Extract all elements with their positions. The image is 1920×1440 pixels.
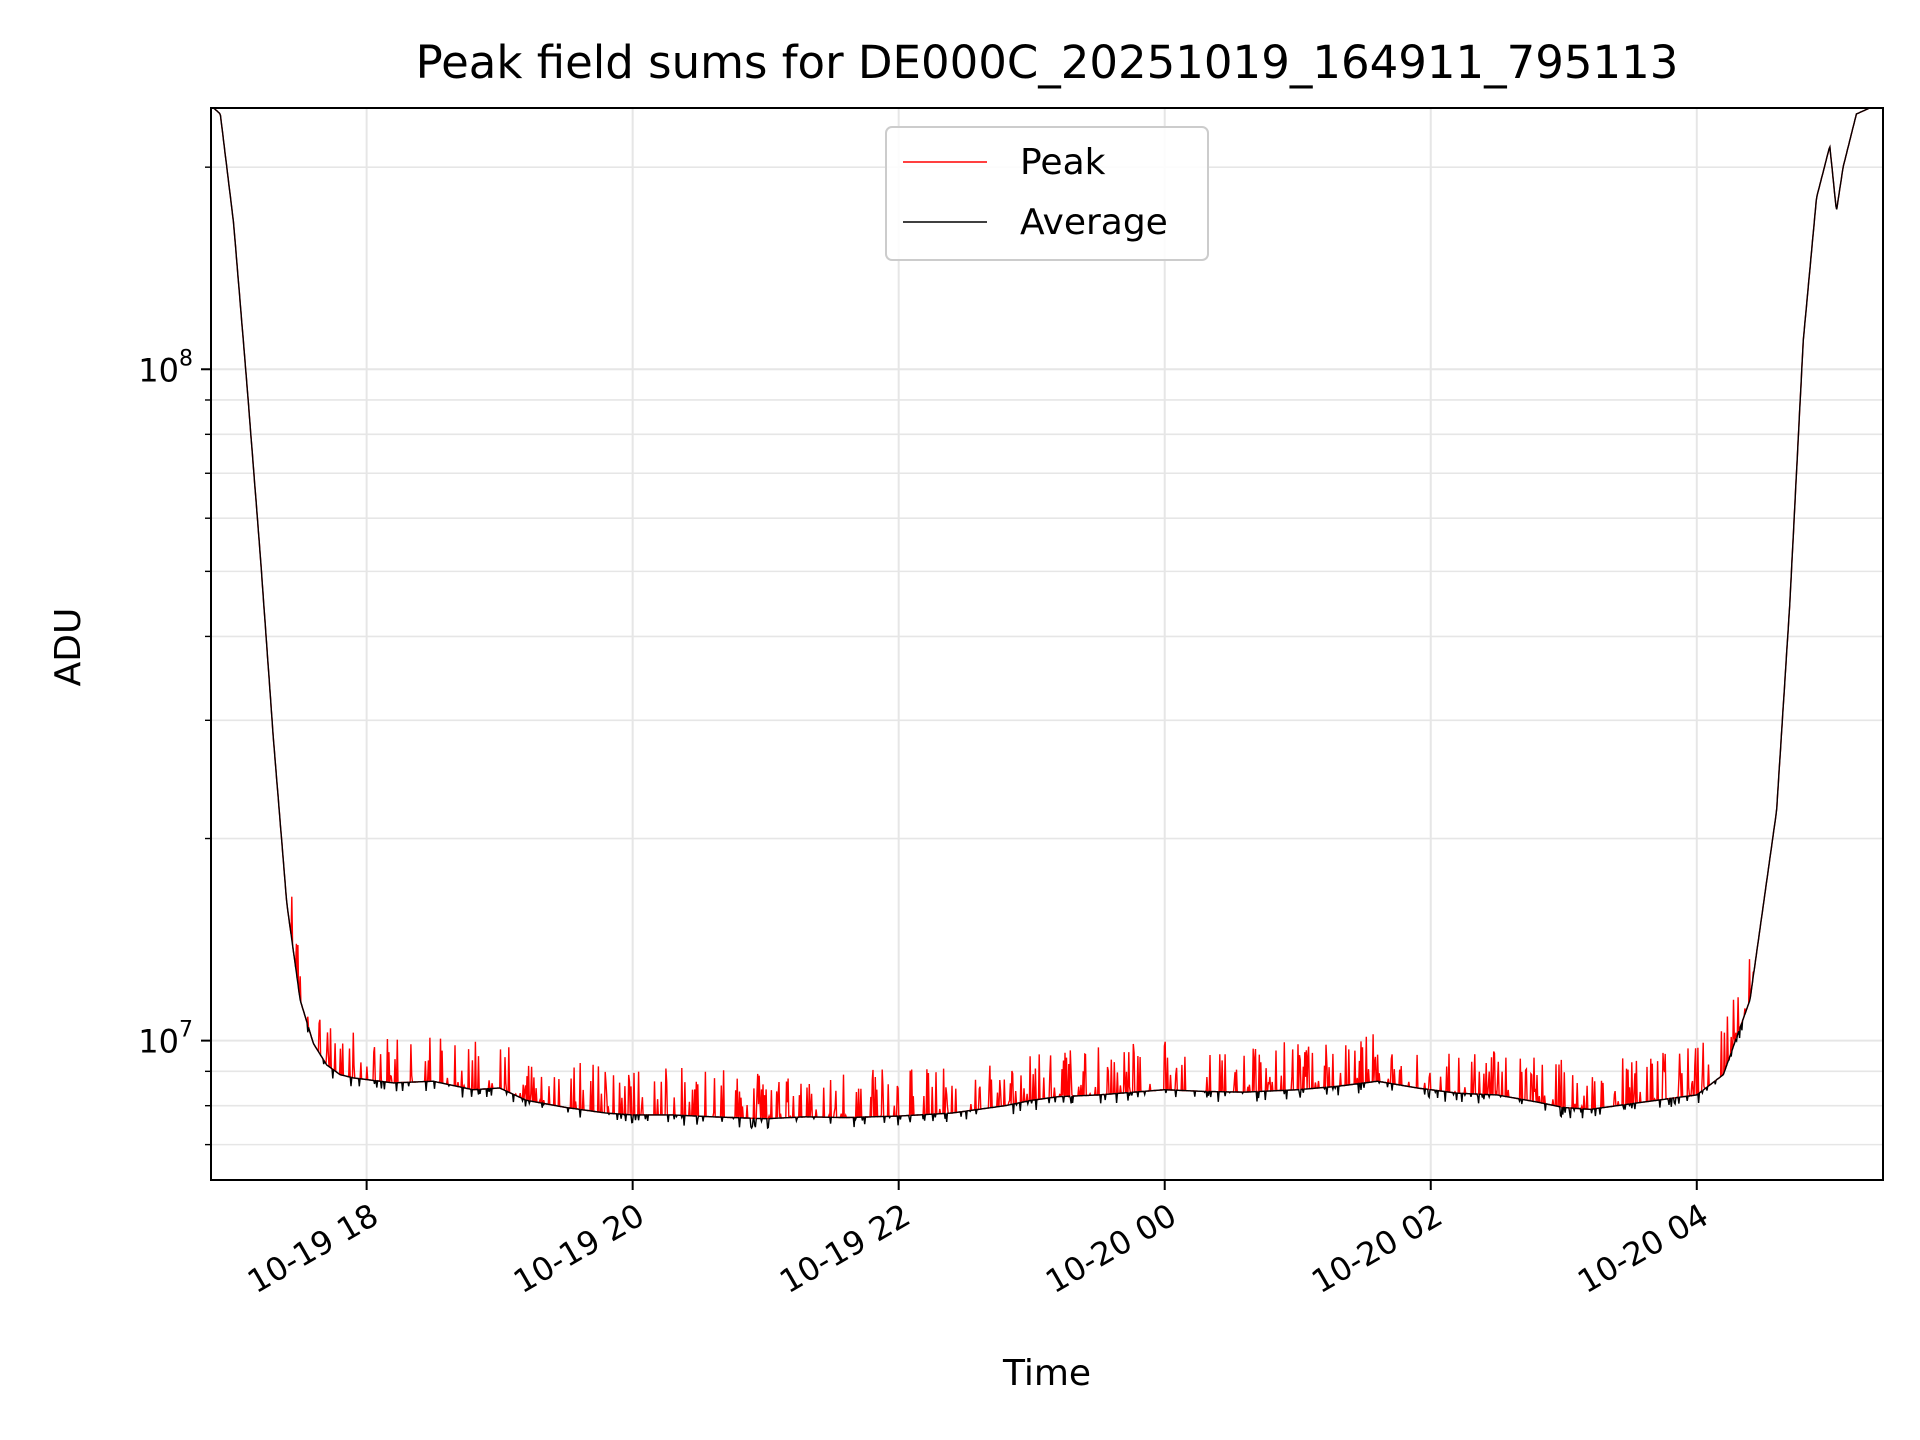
y-tick-label: 108 bbox=[138, 346, 193, 389]
y-tick-label: 107 bbox=[138, 1018, 193, 1061]
legend-peak-label: Peak bbox=[1020, 142, 1106, 183]
grid bbox=[211, 108, 1883, 1180]
x-axis-label: Time bbox=[1002, 1353, 1091, 1394]
chart-title: Peak field sums for DE000C_20251019_1649… bbox=[416, 36, 1679, 89]
legend-average-label: Average bbox=[1020, 202, 1168, 243]
series-layer bbox=[213, 107, 1883, 1130]
axes-frame bbox=[210, 107, 1884, 1181]
y-axis-label: ADU bbox=[48, 608, 89, 687]
legend-box bbox=[885, 126, 1209, 261]
legend: Peak Average bbox=[885, 126, 1209, 261]
series-average-line bbox=[213, 107, 1883, 1130]
